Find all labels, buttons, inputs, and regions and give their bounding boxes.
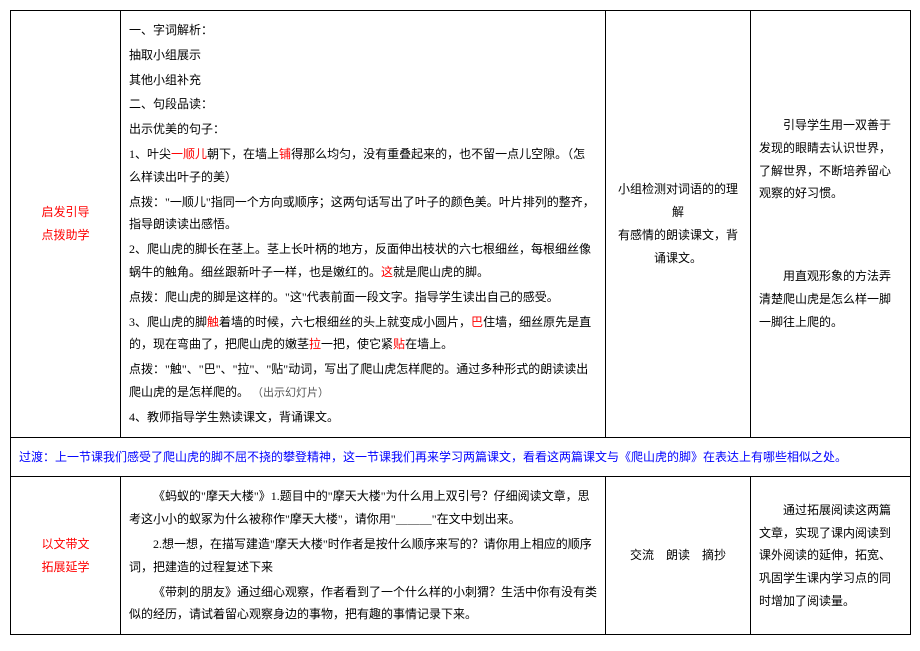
note: 点拨："触"、"巴"、"拉"、"贴"动词，写出了爬山虎怎样爬的。通过多种形式的朗… [129,358,597,404]
label-line1: 启发引导 [19,201,112,224]
table-row: 以文带文 拓展延学 《蚂蚁的"摩天大楼"》1.题目中的"摩天大楼"为什么用上双引… [11,477,911,635]
text: 通过拓展阅读这两篇文章，实现了课内阅读到课外阅读的延伸，拓宽、巩固学生课内学习点… [759,499,902,613]
text: 有感情的朗读课文，背诵课文。 [614,224,742,270]
label-line1: 以文带文 [19,533,112,556]
text: 在墙上。 [405,337,453,351]
row1-content: 一、字词解析： 抽取小组展示 其他小组补充 二、句段品读： 出示优美的句子： 1… [121,11,606,438]
text: 一、字词解析： [129,19,597,42]
text: 用直观形象的方法弄清楚爬山虎是怎么样一脚一脚往上爬的。 [759,265,902,333]
text: 2、爬山虎的脚长在茎上。茎上长叶柄的地方，反面伸出枝状的六七根细丝，每根细丝像蜗… [129,242,591,279]
text: 一把，使它紧 [321,337,393,351]
text: 2.想一想，在描写建造"摩天大楼"时作者是按什么顺序来写的？请你用上相应的顺序词… [129,533,597,579]
text: 引导学生用一双善于发现的眼睛去认识世界，了解世界，不断培养留心观察的好习惯。 [759,114,902,205]
text: 4、教师指导学生熟读课文，背诵课文。 [129,406,597,429]
text: 《蚂蚁的"摩天大楼"》1.题目中的"摩天大楼"为什么用上双引号？仔细阅读文章，思… [129,485,597,531]
label-line2: 拓展延学 [19,556,112,579]
text: 二、句段品读： [129,93,597,116]
lesson-plan-table: 启发引导 点拨助学 一、字词解析： 抽取小组展示 其他小组补充 二、句段品读： … [10,10,911,635]
aside: （出示幻灯片） [252,387,329,399]
row1-goal: 引导学生用一双善于发现的眼睛去认识世界，了解世界，不断培养留心观察的好习惯。 用… [751,11,911,438]
sentence-1: 1、叶尖一顺儿朝下，在墙上铺得那么均匀，没有重叠起来的，也不留一点儿空隙。（怎么… [129,143,597,189]
highlight: 贴 [393,337,405,351]
text: 3、爬山虎的脚 [129,315,207,329]
highlight: 一顺儿 [171,147,207,161]
row2-content: 《蚂蚁的"摩天大楼"》1.题目中的"摩天大楼"为什么用上双引号？仔细阅读文章，思… [121,477,606,635]
row2-goal: 通过拓展阅读这两篇文章，实现了课内阅读到课外阅读的延伸，拓宽、巩固学生课内学习点… [751,477,911,635]
sentence-3: 3、爬山虎的脚触着墙的时候，六七根细丝的头上就变成小圆片，巴住墙，细丝原先是直的… [129,311,597,357]
text: 就是爬山虎的脚。 [393,265,489,279]
transition-text: 过渡：上一节课我们感受了爬山虎的脚不屈不挠的攀登精神，这一节课我们再来学习两篇课… [11,437,911,477]
label-line2: 点拨助学 [19,224,112,247]
row1-activity: 小组检测对词语的的理解 有感情的朗读课文，背诵课文。 [606,11,751,438]
text: 朝下，在墙上 [207,147,279,161]
highlight: 这 [381,265,393,279]
row2-label: 以文带文 拓展延学 [11,477,121,635]
text: 小组检测对词语的的理解 [614,178,742,224]
highlight: 巴 [471,315,483,329]
transition-row: 过渡：上一节课我们感受了爬山虎的脚不屈不挠的攀登精神，这一节课我们再来学习两篇课… [11,437,911,477]
highlight: 触 [207,315,219,329]
text: 出示优美的句子： [129,118,597,141]
text: 点拨："触"、"巴"、"拉"、"贴"动词，写出了爬山虎怎样爬的。通过多种形式的朗… [129,362,588,399]
row1-label: 启发引导 点拨助学 [11,11,121,438]
text: 抽取小组展示 [129,44,597,67]
highlight: 拉 [309,337,321,351]
highlight: 铺 [279,147,291,161]
row2-activity: 交流 朗读 摘抄 [606,477,751,635]
note: 点拨："一顺儿"指同一个方向或顺序；这两句话写出了叶子的颜色美。叶片排列的整齐，… [129,191,597,237]
sentence-2: 2、爬山虎的脚长在茎上。茎上长叶柄的地方，反面伸出枝状的六七根细丝，每根细丝像蜗… [129,238,597,284]
text: 《带刺的朋友》通过细心观察，作者看到了一个什么样的小刺猬？生活中你有没有类似的经… [129,581,597,627]
text: 着墙的时候，六七根细丝的头上就变成小圆片， [219,315,471,329]
table-row: 启发引导 点拨助学 一、字词解析： 抽取小组展示 其他小组补充 二、句段品读： … [11,11,911,438]
text: 其他小组补充 [129,69,597,92]
note: 点拨：爬山虎的脚是这样的。"这"代表前面一段文字。指导学生读出自己的感受。 [129,286,597,309]
text: 1、叶尖 [129,147,171,161]
